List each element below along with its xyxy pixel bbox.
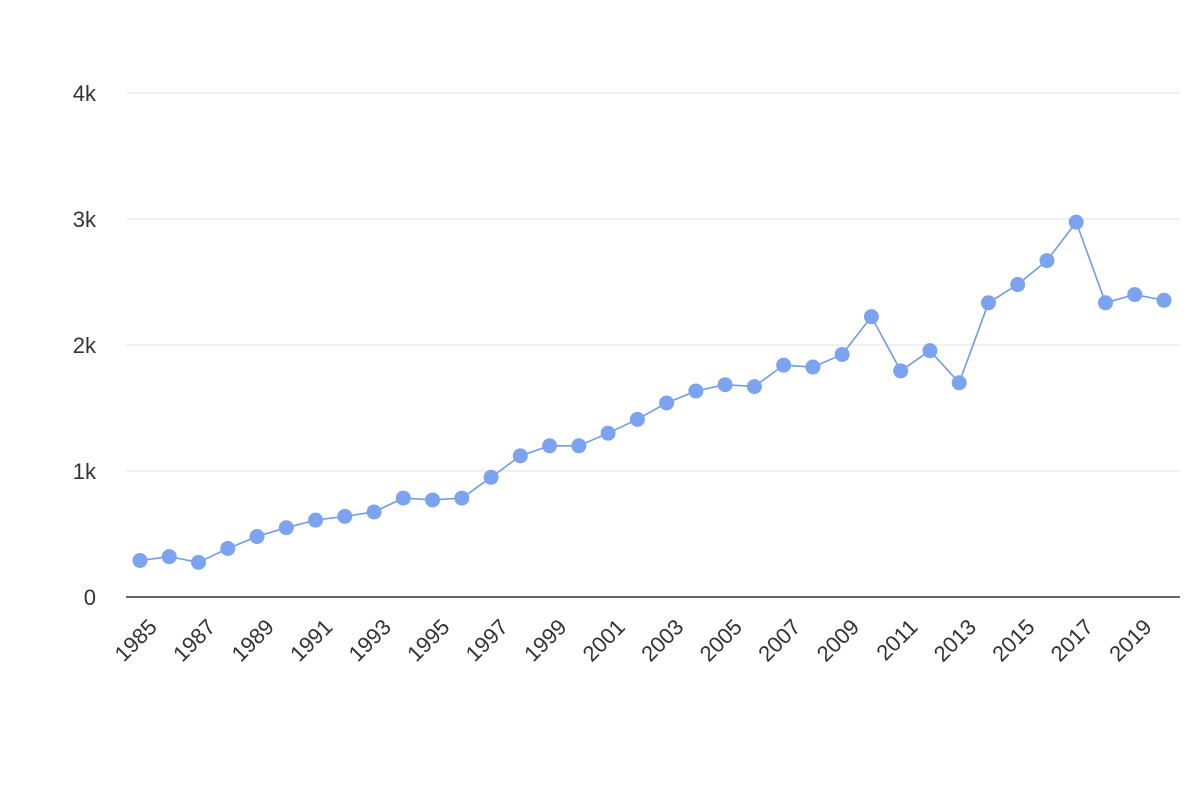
data-point-1997[interactable] [483, 469, 499, 485]
data-point-2018[interactable] [1097, 295, 1113, 311]
x-tick-label: 2015 [987, 614, 1039, 666]
data-point-2000[interactable] [571, 438, 587, 454]
data-point-2012[interactable] [922, 343, 938, 359]
gridlines [126, 92, 1180, 472]
x-tick-label: 1991 [285, 614, 337, 666]
data-point-1991[interactable] [308, 512, 324, 528]
data-point-1992[interactable] [337, 508, 353, 524]
data-point-2009[interactable] [834, 346, 850, 362]
data-point-1993[interactable] [366, 504, 382, 520]
data-point-2011[interactable] [893, 363, 909, 379]
x-axis-tick-labels: 1985 1987 1989 1991 1993 1995 1997 1999 2001 2003… [110, 614, 1157, 666]
x-tick-label: 2003 [636, 614, 688, 666]
x-tick-label: 2005 [695, 614, 747, 666]
x-tick-label: 2013 [929, 614, 981, 666]
data-point-1989[interactable] [249, 529, 265, 545]
data-point-1994[interactable] [395, 490, 411, 506]
data-point-2013[interactable] [951, 375, 967, 391]
x-tick-label: 2017 [1046, 614, 1098, 666]
x-tick-label: 1993 [344, 614, 396, 666]
data-point-2005[interactable] [717, 377, 733, 393]
data-point-1987[interactable] [191, 554, 207, 570]
x-tick-label: 2001 [578, 614, 630, 666]
x-tick-label: 2007 [753, 614, 805, 666]
data-point-1999[interactable] [542, 438, 558, 454]
x-tick-label: 2009 [812, 614, 864, 666]
data-point-1990[interactable] [278, 520, 294, 536]
data-point-2001[interactable] [600, 425, 616, 441]
y-tick-label: 4k [73, 81, 97, 106]
x-tick-label: 1999 [519, 614, 571, 666]
data-point-2014[interactable] [980, 295, 996, 311]
x-tick-label: 1987 [168, 614, 220, 666]
data-point-2016[interactable] [1039, 253, 1055, 269]
data-point-1985[interactable] [132, 552, 148, 568]
x-tick-label: 1997 [461, 614, 513, 666]
data-point-2007[interactable] [776, 357, 792, 373]
data-point-1995[interactable] [425, 492, 441, 508]
x-tick-label: 2011 [871, 614, 922, 665]
x-tick-label: 1995 [402, 614, 454, 666]
x-tick-label: 1989 [227, 614, 279, 666]
y-tick-label: 1k [73, 459, 97, 484]
data-point-1986[interactable] [161, 549, 177, 565]
data-point-1998[interactable] [512, 448, 528, 464]
data-point-2010[interactable] [863, 309, 879, 325]
y-tick-label: 0 [84, 585, 96, 610]
data-point-2017[interactable] [1068, 214, 1084, 230]
data-points [132, 214, 1172, 570]
data-point-2004[interactable] [688, 383, 704, 399]
data-point-2015[interactable] [1010, 277, 1026, 293]
series-line [139, 220, 1165, 564]
data-point-2003[interactable] [659, 395, 675, 411]
data-point-2020[interactable] [1156, 292, 1172, 308]
data-point-2006[interactable] [746, 379, 762, 395]
y-axis-tick-labels: 0 1k 2k 3k 4k [73, 81, 97, 610]
data-point-1996[interactable] [454, 490, 470, 506]
x-tick-label: 1985 [110, 614, 162, 666]
data-point-1988[interactable] [220, 540, 236, 556]
data-point-2002[interactable] [629, 411, 645, 427]
y-tick-label: 2k [73, 333, 97, 358]
x-tick-label: 2019 [1104, 614, 1156, 666]
data-point-2019[interactable] [1127, 287, 1143, 303]
data-point-2008[interactable] [805, 359, 821, 375]
y-tick-label: 3k [73, 207, 97, 232]
